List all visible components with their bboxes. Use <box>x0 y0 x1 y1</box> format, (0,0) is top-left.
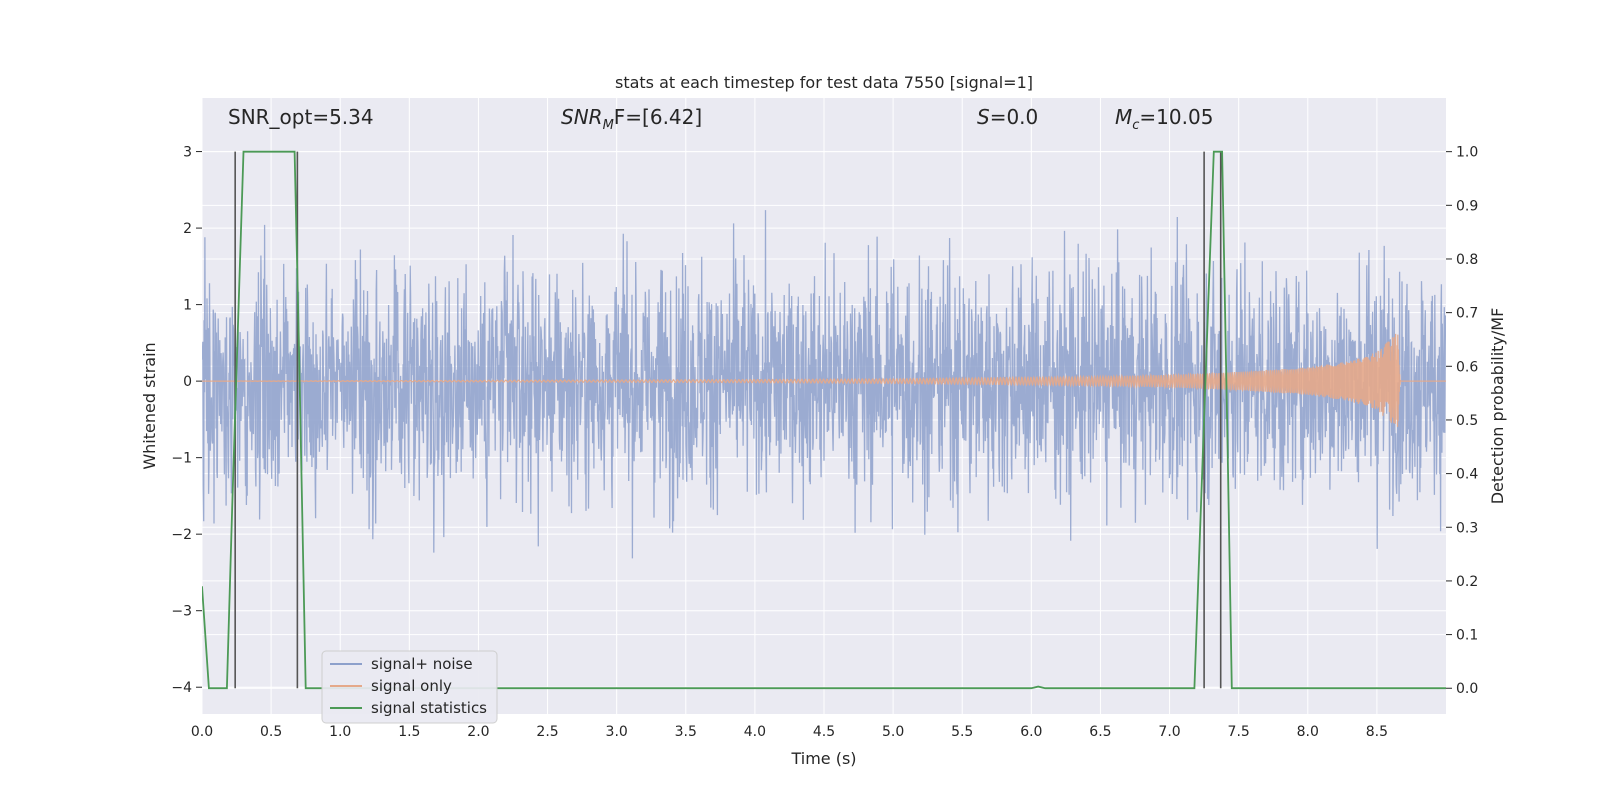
x-tick-label: 4.0 <box>744 724 766 740</box>
snr-mf-value: F=[6.42] <box>614 105 702 129</box>
x-tick-labels: 0.0 0.5 1.0 1.5 2.0 2.5 3.0 3.5 4.0 4.5 5.0 5.5 6.0 6… <box>191 724 1388 740</box>
right-y-tick-label: 0.7 <box>1456 306 1478 322</box>
x-tick-label: 7.0 <box>1158 724 1180 740</box>
right-y-tick-label: 0.6 <box>1456 359 1478 375</box>
legend-box <box>321 650 498 724</box>
x-tick-label: 3.0 <box>606 724 628 740</box>
x-tick-label: 6.5 <box>1089 724 1111 740</box>
left-y-tick-label: −4 <box>171 680 192 696</box>
x-tick-label: 8.0 <box>1297 724 1319 740</box>
x-tick-label: 1.0 <box>329 724 351 740</box>
x-tick-label: 1.5 <box>398 724 420 740</box>
right-y-tick-label: 1.0 <box>1456 145 1478 161</box>
snr-mf-symbol: SNR <box>561 105 603 129</box>
mc-symbol: M <box>1115 105 1132 129</box>
right-y-tick-label: 0.8 <box>1456 252 1478 268</box>
right-y-tick-label: 0.3 <box>1456 520 1478 536</box>
x-tick-label: 0.5 <box>260 724 282 740</box>
mc-value: =10.05 <box>1139 105 1213 129</box>
right-y-tick-label: 0.2 <box>1456 574 1478 590</box>
legend-label-statistics: signal statistics <box>371 699 487 717</box>
left-y-tick-label: 2 <box>183 221 192 237</box>
left-y-axis-label: Whitened strain <box>140 342 159 469</box>
signal-only-series <box>202 333 1446 427</box>
left-y-tick-label: 3 <box>183 145 192 161</box>
snr-opt-annotation: SNR_opt=5.34 <box>228 105 374 129</box>
s-annotation: S=0.0 <box>977 105 1038 129</box>
signal-statistics-series <box>202 150 1446 690</box>
left-y-tick-label: −2 <box>171 527 192 543</box>
x-tick-label: 3.5 <box>675 724 697 740</box>
right-y-tick-label: 0.1 <box>1456 628 1478 644</box>
snr-mf-annotation: SNRMF=[6.42] <box>561 105 702 133</box>
x-tick-label: 4.5 <box>813 724 835 740</box>
x-tick-label: 8.5 <box>1366 724 1388 740</box>
chart-title: stats at each timestep for test data 755… <box>615 73 1033 92</box>
right-y-tick-label: 0.0 <box>1456 681 1478 697</box>
left-y-tick-label: 1 <box>183 298 192 314</box>
left-y-tick-label: −1 <box>171 451 192 467</box>
mc-subscript: c <box>1132 118 1139 133</box>
x-tick-label: 0.0 <box>191 724 213 740</box>
legend: signal+ noise signal only signal statist… <box>321 650 498 724</box>
right-y-tick-labels: 1.0 0.9 0.8 0.7 0.6 0.5 0.4 0.3 0.2 0.1 0.0 <box>1446 145 1478 697</box>
x-tick-label: 5.0 <box>882 724 904 740</box>
right-y-tick-label: 0.4 <box>1456 467 1478 483</box>
left-y-tick-label: −3 <box>171 604 192 620</box>
legend-label-signal: signal only <box>371 677 452 695</box>
s-symbol: S <box>977 105 990 129</box>
x-tick-label: 2.5 <box>536 724 558 740</box>
x-tick-label: 2.0 <box>467 724 489 740</box>
right-y-axis-label: Detection probability/MF <box>1488 308 1507 505</box>
left-y-tick-labels: 3 2 1 0 −1 −2 −3 −4 <box>171 145 202 696</box>
mc-annotation: Mc=10.05 <box>1115 105 1213 133</box>
snr-mf-subscript: M <box>603 118 614 133</box>
right-y-tick-label: 0.9 <box>1456 198 1478 214</box>
x-axis-label: Time (s) <box>790 749 856 768</box>
x-tick-label: 5.5 <box>951 724 973 740</box>
s-value: =0.0 <box>990 105 1039 129</box>
x-tick-label: 7.5 <box>1228 724 1250 740</box>
x-tick-label: 6.0 <box>1020 724 1042 740</box>
right-y-tick-label: 0.5 <box>1456 413 1478 429</box>
legend-label-noise: signal+ noise <box>371 655 473 673</box>
left-y-tick-label: 0 <box>183 374 192 390</box>
